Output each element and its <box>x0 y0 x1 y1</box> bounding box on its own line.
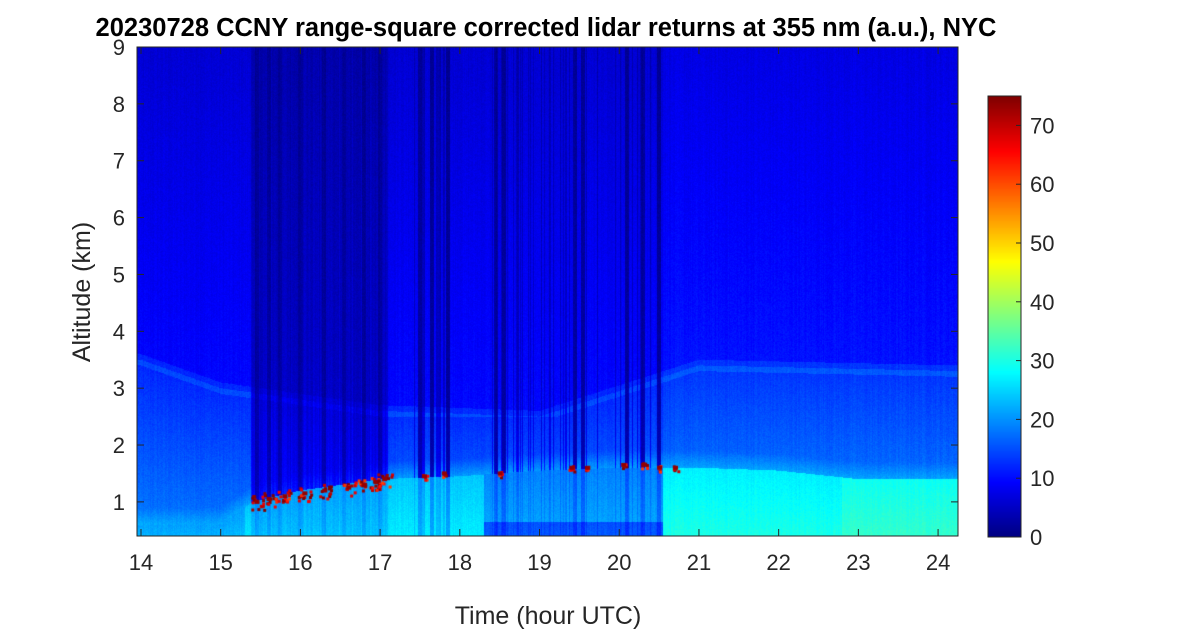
x-tick-label: 24 <box>926 550 950 575</box>
x-tick-label: 14 <box>129 550 153 575</box>
x-tick-label: 23 <box>846 550 870 575</box>
colorbar-tick-label: 40 <box>1030 290 1054 315</box>
colorbar-tick-label: 0 <box>1030 525 1042 550</box>
colorbar-gradient <box>988 96 1021 537</box>
x-axis-label: Time (hour UTC) <box>455 602 642 630</box>
x-tick-label: 19 <box>527 550 551 575</box>
y-tick-label: 4 <box>113 319 125 344</box>
colorbar-tick-label: 70 <box>1030 113 1054 138</box>
y-tick-label: 5 <box>113 262 125 287</box>
colorbar-axis: 0 10 20 30 40 50 60 70 <box>1016 113 1054 550</box>
x-tick-label: 17 <box>368 550 392 575</box>
colorbar-tick-label: 10 <box>1030 466 1054 491</box>
y-tick-label: 2 <box>113 433 125 458</box>
y-axis-label: Altitude (km) <box>68 222 96 362</box>
y-tick-label: 3 <box>113 376 125 401</box>
x-axis: 14 15 16 17 18 19 20 21 22 23 24 <box>129 47 950 575</box>
colorbar-tick-label: 30 <box>1030 349 1054 374</box>
colorbar-tick-label: 60 <box>1030 172 1054 197</box>
x-tick-label: 21 <box>687 550 711 575</box>
y-tick-label: 1 <box>113 490 125 515</box>
colorbar-tick-label: 50 <box>1030 231 1054 256</box>
y-tick-label: 6 <box>113 206 125 231</box>
y-axis: 1 2 3 4 5 6 7 8 9 <box>113 35 958 515</box>
x-tick-label: 15 <box>208 550 232 575</box>
y-tick-label: 9 <box>113 35 125 60</box>
x-tick-label: 16 <box>288 550 312 575</box>
x-tick-label: 18 <box>448 550 472 575</box>
colorbar-tick-label: 20 <box>1030 407 1054 432</box>
y-tick-label: 8 <box>113 92 125 117</box>
lidar-heatmap <box>137 47 958 536</box>
y-tick-label: 7 <box>113 149 125 174</box>
chart-title: 20230728 CCNY range-square corrected lid… <box>96 14 997 42</box>
colorbar-frame <box>987 95 1022 538</box>
plot-frame <box>136 46 959 537</box>
x-tick-label: 22 <box>766 550 790 575</box>
x-tick-label: 20 <box>607 550 631 575</box>
